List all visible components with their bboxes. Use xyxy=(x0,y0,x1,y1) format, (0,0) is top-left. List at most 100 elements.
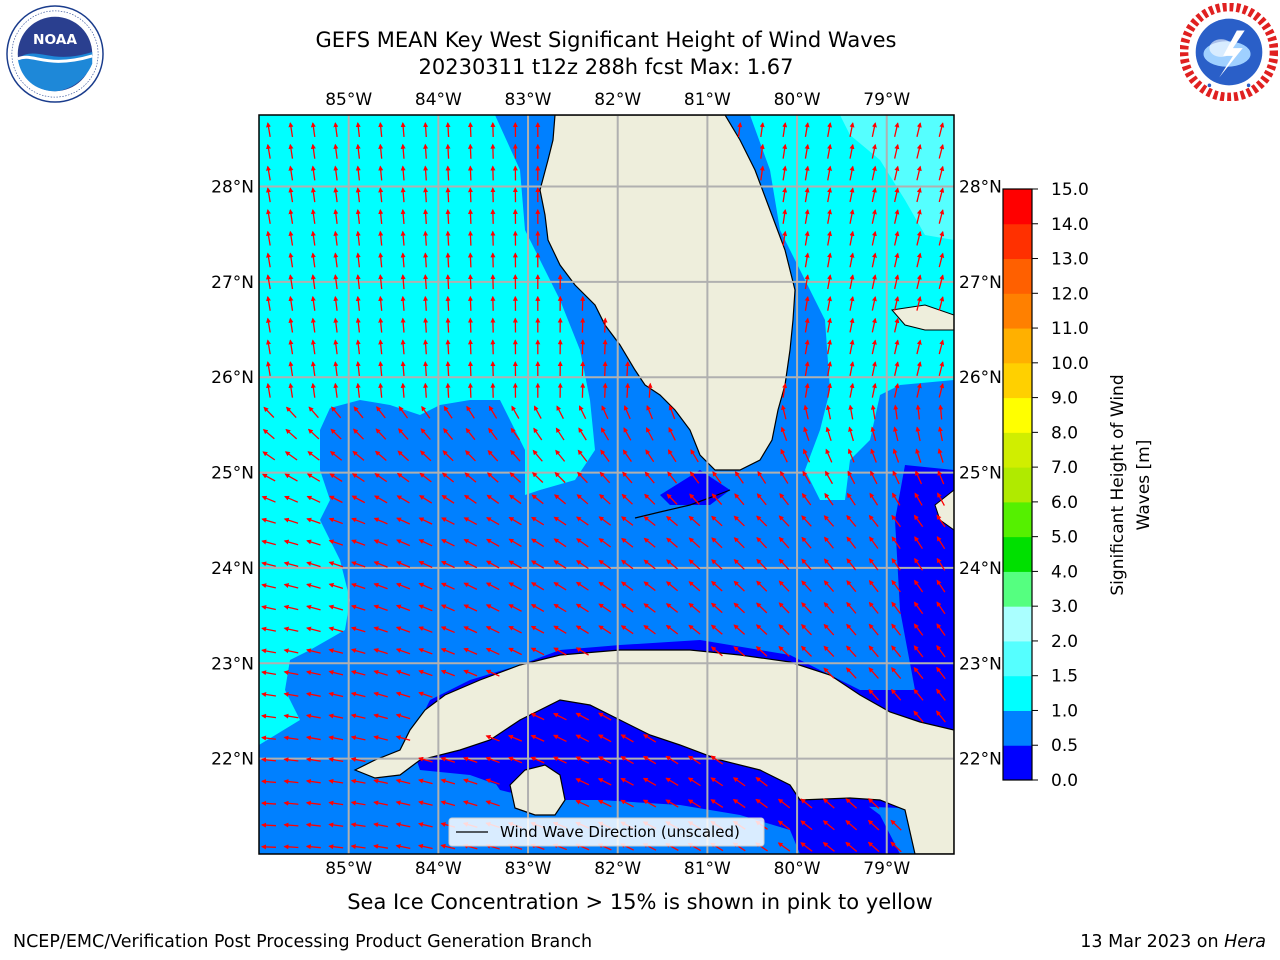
wind-wave-arrow xyxy=(445,143,451,159)
wind-wave-arrow xyxy=(310,208,316,224)
wind-wave-arrow xyxy=(305,670,321,676)
wind-wave-arrow xyxy=(733,558,745,570)
wind-wave-arrow xyxy=(310,317,316,333)
wind-wave-arrow xyxy=(846,558,857,571)
wind-wave-arrow xyxy=(803,426,810,442)
wind-wave-arrow xyxy=(467,382,473,398)
wind-wave-arrow xyxy=(643,516,656,526)
wind-wave-arrow xyxy=(916,143,922,159)
wind-wave-arrow xyxy=(531,516,545,526)
wind-wave-arrow xyxy=(395,735,411,741)
lon-label-bottom: 85°W xyxy=(325,859,372,879)
wind-wave-arrow xyxy=(916,209,922,224)
wind-wave-arrow xyxy=(418,778,433,785)
wind-wave-arrow xyxy=(445,230,451,246)
wind-wave-arrow xyxy=(485,560,500,569)
colorbar-segment xyxy=(1003,640,1032,677)
lat-label-right: 27°N xyxy=(959,273,1002,293)
wind-wave-arrow xyxy=(598,516,612,526)
wind-wave-arrow xyxy=(782,122,788,138)
colorbar-title: Significant Height of Wind xyxy=(1108,374,1128,595)
wind-wave-arrow xyxy=(376,406,386,419)
wind-wave-arrow xyxy=(849,382,855,398)
wind-wave-arrow xyxy=(463,604,478,612)
wind-wave-arrow xyxy=(373,604,388,611)
wind-wave-arrow xyxy=(867,841,880,853)
wind-wave-arrow xyxy=(848,426,854,442)
wind-wave-arrow xyxy=(261,757,277,763)
wind-wave-arrow xyxy=(868,667,879,679)
lat-label-left: 25°N xyxy=(211,464,254,484)
wind-wave-arrow xyxy=(623,405,631,420)
wind-wave-arrow xyxy=(441,472,455,483)
wind-wave-arrow xyxy=(687,799,701,808)
wind-wave-arrow xyxy=(665,799,679,808)
lon-label-top: 81°W xyxy=(684,90,731,110)
wind-wave-arrow xyxy=(266,274,271,290)
wind-wave-arrow xyxy=(350,648,366,655)
wind-wave-arrow xyxy=(600,449,610,462)
wind-wave-arrow xyxy=(804,252,810,268)
wind-wave-arrow xyxy=(804,209,810,224)
wind-wave-arrow xyxy=(602,361,608,377)
wind-wave-arrow xyxy=(288,230,294,246)
wind-wave-arrow xyxy=(333,165,339,181)
legend-label: Wind Wave Direction (unscaled) xyxy=(500,823,740,841)
wind-wave-arrow xyxy=(891,667,902,679)
wind-wave-arrow xyxy=(575,756,590,764)
colorbar-segment xyxy=(1003,571,1032,607)
wind-wave-arrow xyxy=(803,448,811,463)
wind-wave-arrow xyxy=(804,143,810,159)
wind-wave-arrow xyxy=(373,582,388,590)
wind-wave-arrow xyxy=(266,230,271,246)
wind-wave-arrow xyxy=(530,647,545,656)
wind-wave-arrow xyxy=(423,382,429,398)
wind-wave-arrow xyxy=(601,405,609,420)
wind-wave-arrow xyxy=(307,451,320,461)
wind-wave-arrow xyxy=(440,626,455,634)
wind-wave-arrow xyxy=(400,187,406,203)
wind-wave-arrow xyxy=(329,495,343,504)
wind-wave-arrow xyxy=(305,822,321,828)
wind-wave-arrow xyxy=(445,339,451,355)
wind-wave-arrow xyxy=(283,604,299,611)
wind-wave-arrow xyxy=(333,382,339,398)
wind-wave-arrow xyxy=(642,799,657,808)
map-area: Wind Wave Direction (unscaled) xyxy=(259,115,954,854)
sea-ice-note: Sea Ice Concentration > 15% is shown in … xyxy=(347,890,933,914)
wind-wave-arrow xyxy=(756,493,767,506)
wind-wave-arrow xyxy=(759,143,765,159)
wind-wave-arrow xyxy=(261,648,277,654)
wind-wave-arrow xyxy=(310,361,316,377)
wind-wave-arrow xyxy=(891,645,902,658)
wind-wave-arrow xyxy=(378,143,384,159)
wind-wave-arrow xyxy=(711,580,723,592)
wind-wave-arrow xyxy=(400,208,406,224)
footer-date: 13 Mar 2023 on Hera xyxy=(1080,932,1266,952)
wind-wave-arrow xyxy=(288,165,294,181)
wind-wave-arrow xyxy=(350,669,366,676)
wind-wave-arrow xyxy=(827,339,833,355)
wind-wave-arrow xyxy=(305,713,321,719)
wind-wave-arrow xyxy=(665,581,679,592)
wind-wave-arrow xyxy=(530,625,545,634)
wind-wave-arrow xyxy=(621,493,633,505)
wind-wave-arrow xyxy=(578,427,587,441)
wind-wave-arrow xyxy=(871,165,877,181)
lat-label-right: 25°N xyxy=(959,464,1002,484)
wind-wave-arrow xyxy=(846,514,857,527)
wind-wave-arrow xyxy=(266,143,271,159)
colorbar-segment xyxy=(1003,675,1032,711)
wind-wave-arrow xyxy=(576,538,589,548)
wind-wave-arrow xyxy=(938,274,945,290)
wind-wave-arrow xyxy=(262,451,276,461)
wind-wave-arrow xyxy=(351,539,366,546)
wind-wave-arrow xyxy=(801,515,812,527)
wind-wave-arrow xyxy=(937,426,943,442)
wind-wave-arrow xyxy=(893,404,899,420)
wind-wave-arrow xyxy=(620,625,634,635)
colorbar-tick-label: 3.0 xyxy=(1051,597,1078,617)
wind-wave-arrow xyxy=(599,471,611,484)
wind-wave-arrow xyxy=(936,645,946,658)
